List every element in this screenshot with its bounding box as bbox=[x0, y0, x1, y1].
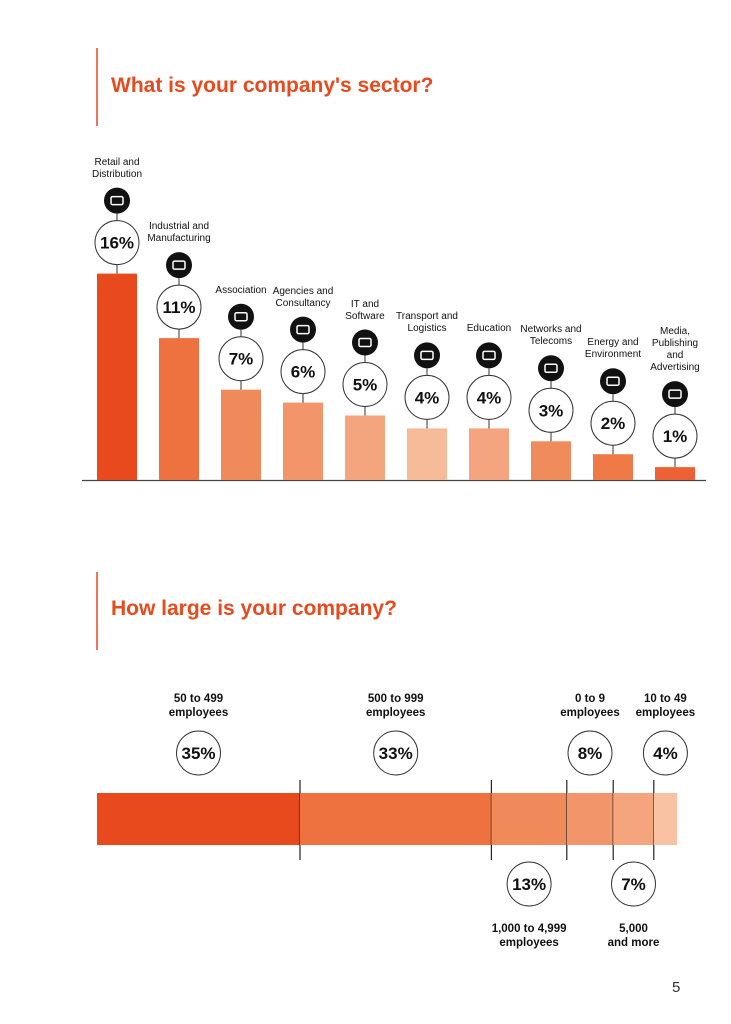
category-label: 50 to 499 employees bbox=[168, 693, 229, 719]
bar bbox=[469, 428, 509, 480]
category-label: Industrial and Manufacturing bbox=[147, 221, 211, 245]
bar-segment bbox=[613, 793, 654, 845]
bar bbox=[159, 338, 199, 480]
chart-title: What is your company's sector? bbox=[111, 74, 434, 97]
chart-title: How large is your company? bbox=[111, 597, 397, 620]
icon-glyph bbox=[606, 376, 620, 386]
value-label: 16% bbox=[100, 234, 134, 253]
value-label: 6% bbox=[291, 363, 316, 382]
category-label: 10 to 49 employees bbox=[635, 693, 696, 719]
value-label: 1% bbox=[663, 427, 688, 446]
value-label: 7% bbox=[229, 350, 254, 369]
value-circle bbox=[642, 730, 688, 776]
page-number: 5 bbox=[672, 979, 681, 996]
icon bbox=[166, 252, 192, 279]
icon-glyph bbox=[420, 350, 434, 361]
bar bbox=[655, 467, 695, 480]
bar-segment bbox=[97, 793, 300, 845]
category-label: Retail and Distribution bbox=[91, 156, 143, 180]
icon-glyph bbox=[482, 350, 496, 361]
bar-segment bbox=[300, 793, 492, 845]
bar bbox=[283, 402, 323, 480]
bar bbox=[97, 273, 137, 480]
category-label: 1,000 to 4,999 employees bbox=[491, 923, 567, 949]
icon-glyph bbox=[668, 389, 682, 399]
value-circle bbox=[611, 861, 656, 907]
icon bbox=[352, 329, 378, 356]
icon bbox=[104, 187, 130, 214]
bar bbox=[221, 389, 261, 480]
icon-glyph bbox=[234, 311, 248, 322]
bar-segment bbox=[566, 793, 614, 845]
value-label: 3% bbox=[539, 401, 564, 420]
value-label: 11% bbox=[162, 298, 195, 317]
icon bbox=[476, 342, 502, 369]
value-label: 4% bbox=[653, 744, 678, 763]
category-label: Agencies and Consultancy bbox=[272, 285, 334, 309]
icon-glyph bbox=[296, 324, 310, 335]
icon-glyph bbox=[110, 195, 124, 206]
value-label: 35% bbox=[181, 744, 215, 763]
icon bbox=[290, 316, 316, 343]
icon bbox=[414, 342, 440, 369]
value-label: 13% bbox=[512, 875, 546, 894]
category-label: Media, Publishing and Advertising bbox=[650, 326, 700, 374]
category-label: Energy and Environment bbox=[584, 337, 642, 361]
bar-segment bbox=[653, 793, 677, 845]
category-label: Networks and Telecoms bbox=[520, 324, 582, 348]
category-label: Education bbox=[466, 323, 512, 335]
value-circle bbox=[567, 730, 613, 776]
value-circle bbox=[373, 730, 419, 776]
icon-glyph bbox=[172, 260, 186, 270]
category-label: IT and Software bbox=[345, 298, 385, 322]
value-label: 4% bbox=[477, 388, 502, 407]
value-label: 33% bbox=[379, 744, 413, 763]
icon bbox=[538, 355, 564, 382]
category-label: 0 to 9 employees bbox=[560, 693, 620, 719]
value-label: 2% bbox=[601, 414, 626, 433]
icon-glyph bbox=[544, 363, 558, 374]
value-label: 8% bbox=[578, 744, 603, 763]
icon bbox=[228, 303, 254, 330]
category-label: 5,000 and more bbox=[607, 923, 660, 949]
icon bbox=[662, 381, 688, 408]
bar bbox=[593, 454, 633, 480]
value-circle bbox=[176, 730, 221, 776]
icon bbox=[600, 368, 626, 395]
value-label: 7% bbox=[621, 875, 646, 894]
value-label: 5% bbox=[353, 376, 378, 395]
category-label: Association bbox=[215, 284, 267, 296]
bar-segment bbox=[491, 793, 567, 845]
bar bbox=[407, 428, 447, 480]
value-circle bbox=[506, 861, 552, 907]
icon-glyph bbox=[358, 337, 372, 348]
bar bbox=[345, 415, 385, 480]
value-label: 4% bbox=[415, 388, 440, 407]
bar bbox=[531, 441, 571, 480]
category-label: Transport and Logistics bbox=[396, 311, 458, 335]
category-label: 500 to 999 employees bbox=[365, 693, 426, 719]
